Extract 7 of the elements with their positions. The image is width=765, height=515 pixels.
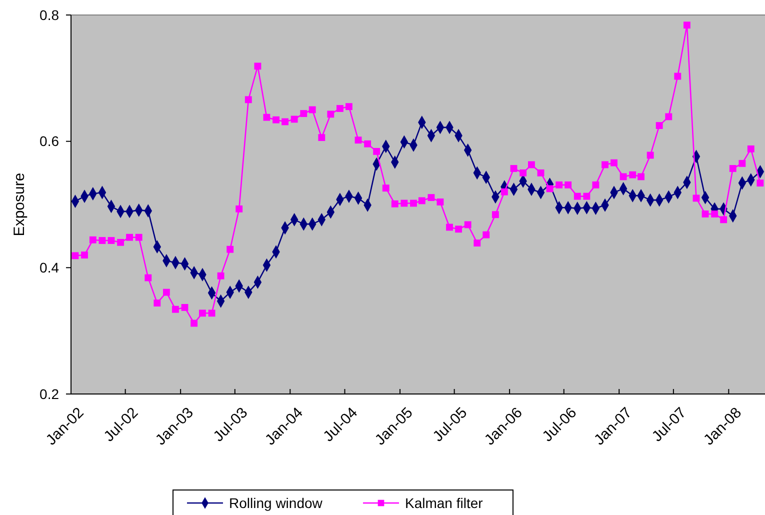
y-tick-label: 0.4 xyxy=(40,260,60,276)
legend-label: Rolling window xyxy=(229,494,324,511)
y-tick-label: 0.2 xyxy=(40,386,60,402)
legend-label: Kalman filter xyxy=(405,494,484,511)
y-tick-label: 0.8 xyxy=(40,6,60,23)
y-tick-label: 0.6 xyxy=(40,133,60,150)
y-axis-title: Exposure xyxy=(11,172,28,236)
